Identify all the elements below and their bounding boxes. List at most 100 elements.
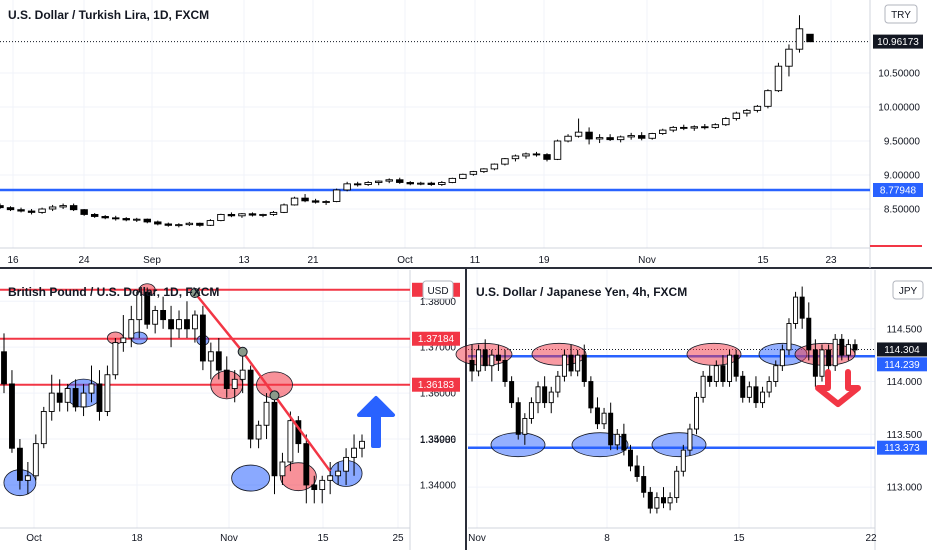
candle-body (574, 131, 583, 137)
candle-body (700, 375, 706, 398)
price-axis[interactable]: 114.500 114.000 113.500 113.000 (887, 324, 923, 493)
candle-body (1, 351, 7, 385)
anchor-point (189, 287, 200, 298)
price-labels: 114.304 114.239 113.373 (877, 342, 927, 455)
currency-button[interactable]: USD (422, 280, 454, 300)
x-tick-label: 11 (470, 255, 481, 266)
candle-body (637, 135, 646, 139)
pane-usdjpy[interactable]: 114.500 114.000 113.500 113.000 Nov 8 15 22 11… (455, 270, 927, 550)
candle-body (522, 153, 530, 157)
resistance-badge (877, 357, 927, 372)
y-tick-label: 1.35000 (420, 435, 457, 446)
x-tick-label: Oct (26, 533, 42, 544)
candle-body (740, 375, 746, 398)
candles (1, 287, 365, 504)
y-tick-label: 10.00000 (878, 103, 920, 114)
candles (469, 286, 858, 514)
candle-body (259, 213, 267, 216)
candle-body (627, 135, 635, 138)
current-price-badge (877, 342, 927, 357)
down-arrow-icon (815, 369, 861, 407)
y-tick-label: 9.50000 (884, 137, 921, 148)
candle-body (175, 224, 183, 227)
candle-body (168, 319, 174, 330)
y-tick-label: 1.37000 (420, 343, 457, 354)
candle-body (711, 124, 720, 128)
candle-body (385, 179, 393, 182)
candle-body (353, 183, 362, 186)
candle-body (164, 223, 173, 226)
x-tick-label: Sep (143, 255, 161, 266)
candle-body (608, 412, 614, 446)
time-axis[interactable]: Nov 8 15 22 (468, 533, 877, 544)
x-tick-label: Nov (220, 533, 238, 544)
trendline[interactable] (189, 287, 332, 472)
candle-body (231, 378, 238, 389)
y-tick-label: 8.50000 (884, 205, 921, 216)
candle-body (568, 354, 574, 372)
candle-body (753, 386, 759, 404)
candle-body (489, 354, 495, 367)
candle-body (56, 392, 63, 403)
candle-body (206, 220, 215, 226)
candle-body (17, 209, 25, 212)
candle-body (774, 65, 783, 92)
price-axis[interactable]: 1.38000 1.37000 1.36000 1.35000 1.34000 (420, 297, 457, 492)
candle-body (154, 221, 162, 225)
pane-gbpusd[interactable]: 1.38000 1.37000 1.36000 1.35000 1.34000 Oct 1… (0, 270, 460, 550)
x-tick-label: Oct (397, 255, 413, 266)
x-tick-label: Nov (468, 533, 486, 544)
candle-body (722, 118, 730, 126)
candle-body (27, 210, 36, 213)
candle-body (667, 497, 673, 504)
y-tick-label: 1.38000 (420, 297, 457, 308)
currency-button[interactable]: TRY (884, 4, 918, 24)
candle-body (614, 433, 620, 446)
candle-body (764, 90, 772, 107)
candle-body (0, 205, 4, 209)
time-axis[interactable]: 16 24 Sep 13 21 Oct 11 19 Nov 15 23 (7, 255, 837, 266)
candle-body (9, 383, 15, 449)
candle-body (152, 309, 159, 325)
candle-body (532, 153, 541, 156)
time-axis[interactable]: Oct 18 Nov 15 25 (26, 533, 404, 544)
candle-body (185, 222, 194, 226)
candle-body (561, 354, 567, 377)
x-tick-label: 13 (238, 255, 250, 266)
candle-body (238, 213, 246, 217)
candle-body (227, 213, 236, 217)
pane-usdtry[interactable]: 10.50000 10.00000 9.50000 9.00000 8.50000 16… (0, 0, 923, 268)
candle-body (80, 392, 87, 408)
currency-button[interactable]: JPY (892, 280, 924, 300)
candle-body (616, 136, 625, 141)
candle-body (641, 476, 647, 493)
candle-body (359, 440, 365, 449)
candle-body (511, 155, 520, 160)
candle-body (575, 354, 581, 372)
candle-body (136, 291, 143, 321)
candle-body (143, 218, 151, 223)
anchor-point (237, 346, 248, 357)
candle-body (713, 365, 719, 382)
candle-body (832, 338, 838, 367)
price-axis[interactable]: 10.50000 10.00000 9.50000 9.00000 8.50000 (878, 69, 920, 216)
candle-body (773, 365, 779, 382)
candle-body (90, 213, 99, 217)
chart-title: British Pound / U.S. Dollar, 1D, FXCM (8, 285, 219, 299)
up-arrow-icon (357, 396, 395, 448)
candle-body (301, 197, 309, 202)
candle-body (535, 386, 541, 404)
candle-body (799, 296, 805, 319)
candle-body (469, 359, 475, 372)
candle-body (196, 222, 204, 226)
candle-body (661, 497, 666, 504)
candle-body (327, 475, 334, 481)
candle-body (528, 402, 534, 419)
x-tick-label: 24 (78, 255, 90, 266)
current-price-label: 1.34986 (420, 435, 457, 446)
candle-body (269, 211, 278, 215)
chart-title: U.S. Dollar / Turkish Lira, 1D, FXCM (8, 8, 209, 22)
candle-body (417, 182, 425, 185)
level-badge (412, 331, 460, 346)
current-price-label: 10.96173 (877, 37, 919, 48)
